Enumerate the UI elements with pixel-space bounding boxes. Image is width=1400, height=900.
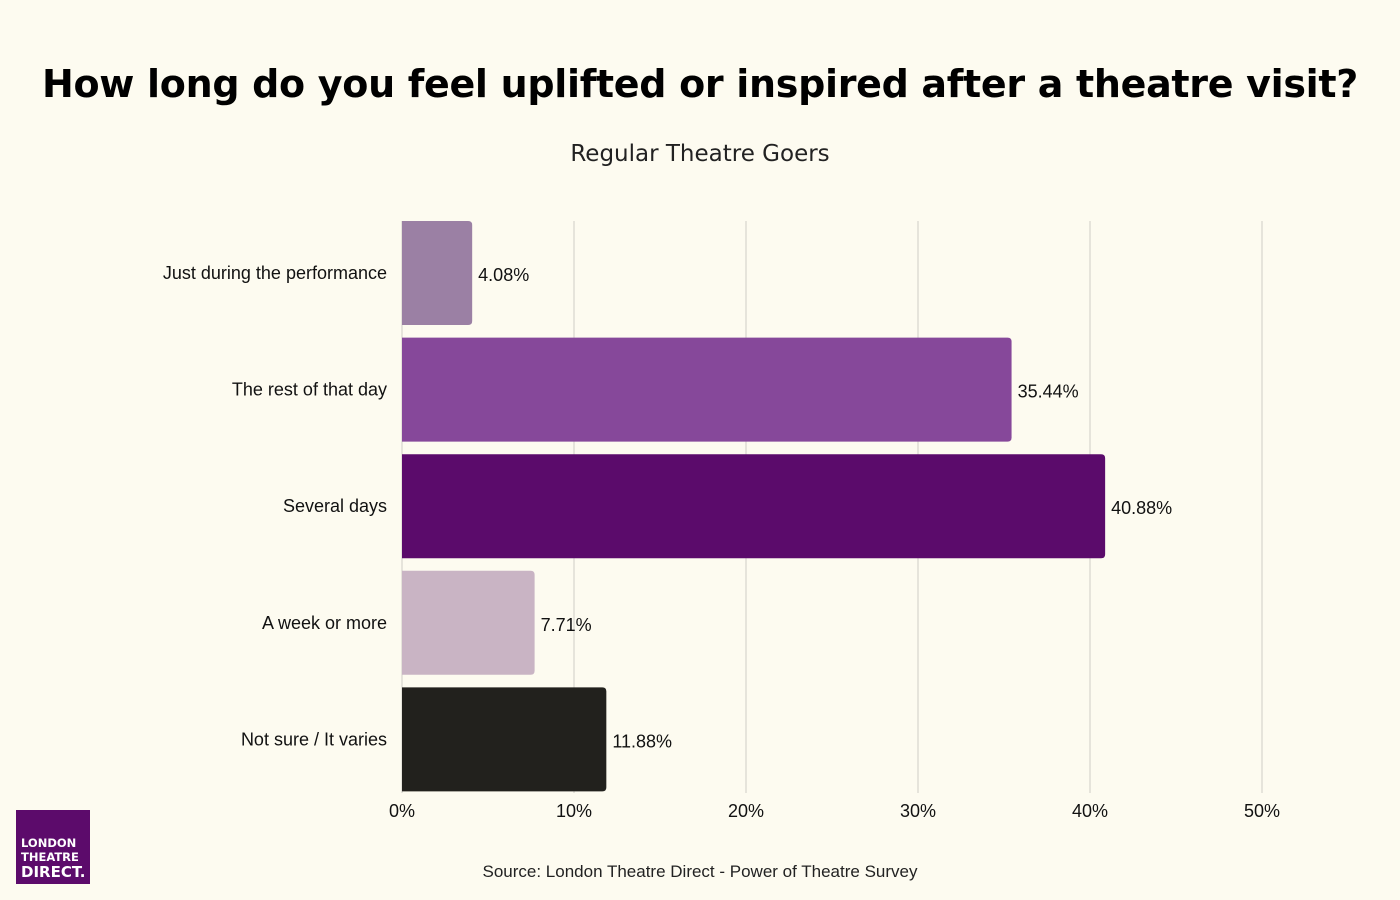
- chart-title: How long do you feel uplifted or inspire…: [42, 62, 1358, 106]
- x-tick-label: 20%: [728, 801, 764, 821]
- x-tick-label: 50%: [1244, 801, 1280, 821]
- logo-line: DIRECT.: [21, 863, 86, 881]
- category-label: Not sure / It varies: [241, 729, 387, 749]
- category-label: Several days: [283, 496, 387, 516]
- bar: [402, 454, 1106, 559]
- value-label: 11.88%: [612, 731, 672, 751]
- bars: [402, 221, 1106, 792]
- chart-subtitle: Regular Theatre Goers: [570, 141, 830, 167]
- category-label: Just during the performance: [163, 263, 387, 283]
- x-tick-label: 10%: [556, 801, 592, 821]
- x-tick-label: 0%: [389, 801, 415, 821]
- value-label: 40.88%: [1111, 498, 1172, 518]
- bar: [402, 221, 473, 325]
- category-label: The rest of that day: [232, 380, 387, 400]
- labels: 0% 10% 20% 30% 40% 50% Just during the perform…: [163, 263, 1280, 821]
- value-label: 4.08%: [478, 265, 529, 285]
- brand-logo: LONDON THEATRE DIRECT.: [16, 810, 90, 884]
- logo-line: LONDON: [21, 836, 77, 850]
- source-note: Source: London Theatre Direct - Power of…: [482, 862, 918, 881]
- x-tick-label: 30%: [900, 801, 936, 821]
- category-label: A week or more: [262, 613, 387, 633]
- logo-line: THEATRE: [21, 850, 79, 864]
- bar: [402, 687, 607, 792]
- x-tick-label: 40%: [1072, 801, 1108, 821]
- bar: [402, 337, 1012, 442]
- value-label: 35.44%: [1018, 382, 1079, 402]
- value-label: 7.71%: [541, 615, 592, 635]
- bar: [402, 570, 535, 675]
